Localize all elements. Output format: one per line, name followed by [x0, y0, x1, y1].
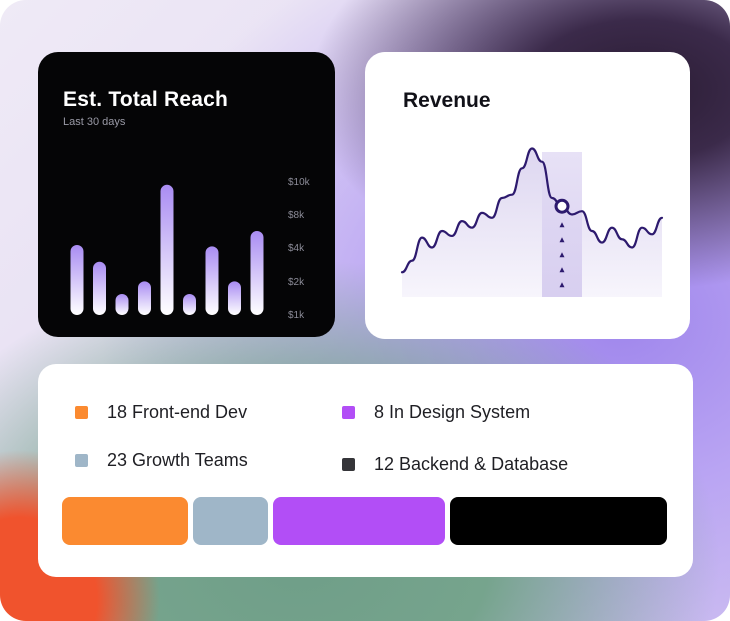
reach-bar-chart: $10k $8k $4k $2k $1k [70, 177, 311, 321]
revenue-card: Revenue [365, 52, 690, 339]
bar [93, 261, 106, 315]
dash-marker [559, 222, 565, 228]
bar [228, 281, 241, 315]
dash-marker [559, 237, 565, 243]
y-tick-label: $1k [288, 310, 305, 321]
legend-item-design-system: 8 In Design System [342, 402, 530, 423]
segment-design-system [273, 497, 445, 545]
legend-item-growth: 23 Growth Teams [75, 450, 248, 471]
dash-marker [559, 252, 565, 258]
backend-swatch [342, 458, 355, 471]
highlight-point [554, 198, 570, 214]
bar [250, 231, 264, 315]
y-tick-label: $2k [288, 277, 305, 288]
revenue-line-chart [400, 147, 664, 297]
bar [115, 294, 129, 315]
front-end-label: 18 Front-end Dev [107, 402, 248, 422]
bar [138, 281, 151, 315]
revenue-area [402, 148, 662, 297]
bar [160, 184, 174, 315]
bar [183, 294, 196, 315]
dash-marker [559, 282, 565, 288]
dash-marker [559, 267, 565, 273]
y-tick-label: $4k [288, 243, 305, 254]
legend-item-backend: 12 Backend & Database [342, 454, 568, 475]
revenue-line [400, 147, 664, 274]
teams-card: 18 Front-end Dev 8 In Design System 23 G… [38, 364, 693, 577]
reach-subtitle: Last 30 days [63, 116, 126, 128]
y-tick-label: $8k [288, 210, 305, 221]
reach-title: Est. Total Reach [63, 88, 229, 111]
bar [70, 245, 84, 315]
growth-label: 23 Growth Teams [107, 450, 248, 470]
design-system-label: 8 In Design System [374, 402, 531, 422]
reach-card: Est. Total Reach Last 30 days $10k $8k $4k… [38, 52, 335, 337]
front-end-swatch [75, 406, 88, 419]
legend-item-front-end: 18 Front-end Dev [75, 402, 247, 423]
design-system-swatch [342, 406, 355, 419]
bar [205, 246, 219, 315]
y-tick-label: $10k [288, 177, 311, 188]
segment-growth [193, 497, 268, 545]
revenue-title: Revenue [403, 89, 491, 112]
growth-swatch [75, 454, 88, 467]
segment-front-end [62, 497, 188, 545]
segment-backend [450, 497, 667, 545]
backend-label: 12 Backend & Database [374, 454, 569, 474]
